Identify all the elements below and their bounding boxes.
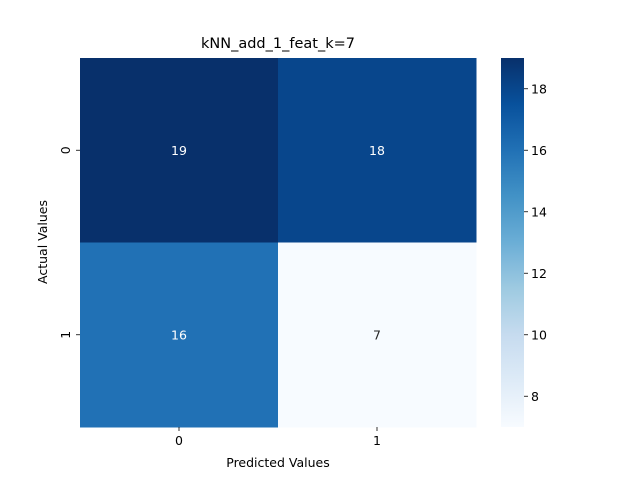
heatmap-cells: [80, 58, 477, 428]
heatmap-cell-label-0-0: 19: [171, 143, 187, 158]
y-tick-label-0: 0: [58, 146, 73, 154]
heatmap-cell-0-1: [278, 58, 477, 243]
y-axis-label: Actual Values: [35, 200, 50, 284]
colorbar-tick-label-2: 12: [531, 266, 547, 281]
colorbar-tick-label-0: 8: [531, 389, 539, 404]
colorbar-tick-label-4: 16: [531, 143, 547, 158]
colorbar-tick-label-5: 18: [531, 81, 547, 96]
chart-title: kNN_add_1_feat_k=7: [201, 36, 355, 52]
heatmap-cell-1-0: [80, 242, 279, 428]
x-tick-label-0: 0: [175, 433, 183, 448]
heatmap-cell-1-1: [278, 242, 477, 428]
colorbar-tick-label-3: 14: [531, 204, 547, 219]
colorbar-ticks: 8 10 12 14 16 18: [524, 81, 547, 404]
x-axis-label: Predicted Values: [226, 455, 330, 470]
heatmap-cell-labels: 19 18 16 7: [171, 143, 385, 343]
heatmap-cell-label-1-0: 16: [171, 327, 187, 342]
heatmap-cell-label-0-1: 18: [369, 143, 385, 158]
y-tick-label-1: 1: [58, 331, 73, 339]
x-tick-label-1: 1: [373, 433, 381, 448]
colorbar-tick-label-1: 10: [531, 327, 547, 342]
heatmap-cell-label-1-1: 7: [373, 327, 381, 342]
y-axis-ticks: 01: [58, 146, 80, 339]
colorbar: [501, 58, 524, 427]
heatmap-cell-0-0: [80, 58, 279, 243]
